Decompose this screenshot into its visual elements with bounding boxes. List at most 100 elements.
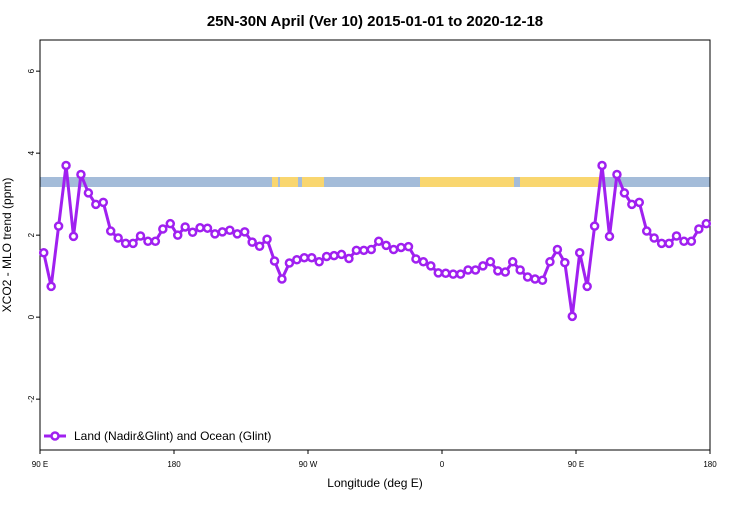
data-point: [359, 245, 369, 256]
data-point: [217, 227, 228, 237]
data-point: [552, 244, 563, 255]
data-point: [292, 255, 302, 265]
data-point: [314, 257, 324, 267]
data-point: [254, 241, 265, 251]
data-point: [671, 231, 682, 241]
data-point: [433, 268, 444, 278]
data-point: [239, 227, 250, 237]
data-point: [98, 197, 109, 208]
x-axis-label: Longitude (deg E): [327, 476, 422, 490]
data-point: [440, 268, 451, 279]
data-point: [574, 248, 585, 258]
data-point: [38, 248, 49, 258]
data-point: [701, 218, 712, 229]
y-tick-label: -2: [27, 395, 36, 403]
data-point: [202, 223, 213, 233]
y-axis-label: XCO2 - MLO trend (ppm): [0, 178, 14, 313]
x-tick-label: 90 W: [299, 460, 318, 469]
x-tick-label: 180: [167, 460, 181, 469]
data-point: [649, 233, 659, 243]
data-point: [418, 257, 429, 267]
data-point: [46, 281, 56, 292]
data-point: [500, 267, 511, 277]
land-band: [420, 177, 514, 187]
data-point: [679, 236, 689, 247]
data-point: [485, 257, 496, 267]
ocean-band: [40, 177, 710, 187]
data-point: [143, 236, 153, 247]
data-point: [210, 229, 220, 239]
y-tick-label: 0: [27, 314, 36, 319]
data-point: [455, 269, 466, 279]
data-point: [403, 241, 414, 252]
data-point: [344, 253, 354, 264]
data-point: [507, 257, 518, 267]
data-point: [91, 199, 101, 210]
land-band: [280, 177, 298, 187]
data-point: [158, 224, 168, 234]
data-point: [478, 261, 488, 271]
chart-title: 25N-30N April (Ver 10) 2015-01-01 to 202…: [207, 13, 543, 30]
data-point: [225, 225, 235, 235]
data-point: [612, 169, 622, 180]
data-point: [120, 238, 131, 249]
data-point: [656, 238, 667, 249]
data-point: [113, 233, 123, 243]
data-point: [493, 266, 503, 276]
data-point: [76, 169, 86, 180]
land-band: [272, 177, 278, 187]
data-point: [604, 231, 615, 242]
land-band: [520, 177, 600, 187]
data-point: [351, 245, 362, 256]
data-point: [284, 258, 295, 268]
data-point: [306, 252, 317, 263]
data-point: [470, 265, 481, 275]
data-point: [694, 224, 704, 234]
data-point: [619, 188, 630, 198]
x-tick-label: 0: [440, 460, 445, 469]
data-point: [448, 269, 458, 279]
legend-label: Land (Nadir&Glint) and Ocean (Glint): [74, 429, 271, 443]
data-point: [597, 160, 607, 171]
data-point: [411, 254, 421, 264]
plot-frame: [39, 39, 711, 451]
data-point: [530, 274, 540, 284]
data-point: [396, 242, 406, 253]
data-point: [68, 231, 79, 242]
data-point: [366, 244, 377, 255]
data-point: [195, 223, 205, 233]
data-point: [321, 251, 332, 262]
y-tick-label: 2: [27, 232, 36, 237]
data-point: [582, 281, 592, 292]
data-point: [627, 199, 637, 210]
data-point: [172, 230, 183, 240]
data-point: [53, 221, 64, 231]
data-point: [105, 226, 116, 236]
data-point: [522, 272, 533, 282]
data-point: [180, 222, 190, 232]
data-point: [247, 237, 257, 247]
data-point: [277, 274, 287, 284]
data-point: [664, 238, 674, 249]
data-point: [187, 227, 198, 238]
data-point: [381, 240, 391, 251]
data-point: [61, 160, 71, 171]
surface-band: [40, 177, 710, 187]
data-point: [560, 257, 570, 268]
data-point: [426, 261, 436, 271]
data-point: [269, 256, 280, 266]
data-point: [388, 244, 399, 255]
data-point: [641, 226, 652, 236]
data-point: [165, 218, 176, 229]
y-tick-label: 6: [27, 68, 36, 73]
data-point: [135, 231, 146, 241]
land-band: [302, 177, 324, 187]
data-point: [128, 238, 138, 249]
data-point: [83, 188, 94, 198]
data-point: [537, 275, 548, 286]
data-point: [589, 221, 600, 231]
legend-marker: [50, 431, 60, 441]
data-point: [299, 252, 310, 263]
